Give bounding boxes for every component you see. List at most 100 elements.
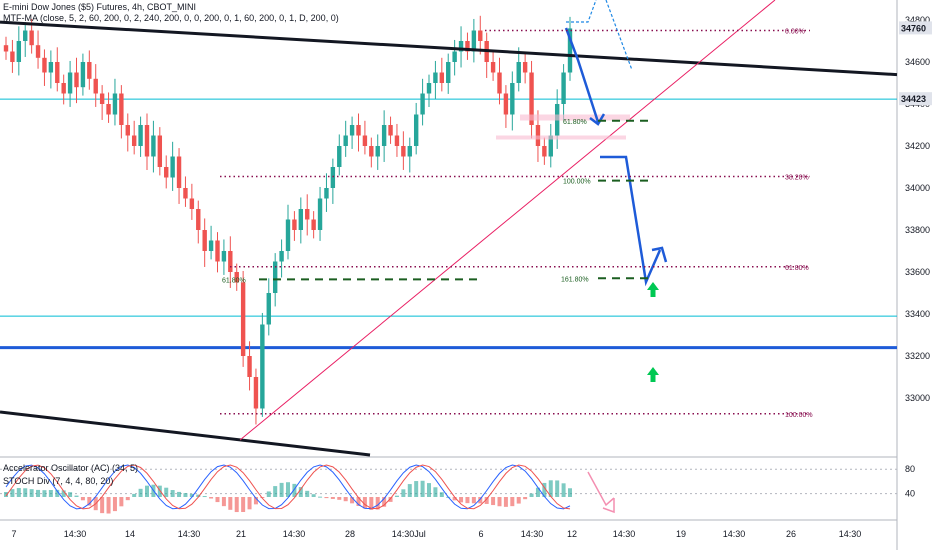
candle-body xyxy=(471,30,477,52)
x-tick-label: 14:30 xyxy=(723,529,746,539)
candle-body xyxy=(10,51,15,62)
candle-body xyxy=(356,125,361,136)
x-tick-label: 6 xyxy=(478,529,483,539)
ac-bar xyxy=(343,497,348,502)
ac-bar xyxy=(10,489,15,497)
candle-body xyxy=(93,78,98,94)
ac-bar xyxy=(183,493,188,497)
x-tick-label: 7 xyxy=(11,529,16,539)
grid xyxy=(0,0,898,550)
ac-bar xyxy=(196,494,201,497)
ac-bar xyxy=(471,497,476,504)
ac-bar xyxy=(350,497,355,504)
candle-body xyxy=(548,135,553,157)
candle-body xyxy=(388,125,393,136)
x-tick-label: 14:30 xyxy=(64,529,87,539)
time-axis[interactable]: 7 14:30 14 14:30 21 14:30 28 14:30 Jul 6 14:30 12 14… xyxy=(11,529,861,539)
candle-body xyxy=(157,135,163,167)
osc-level-label: 40 xyxy=(905,489,915,499)
stoch-d-line xyxy=(5,464,571,510)
candle-body xyxy=(35,45,41,58)
candle-body xyxy=(144,125,150,157)
x-tick-label: 14:30 xyxy=(839,529,862,539)
x-tick-label: 26 xyxy=(786,529,796,539)
ac-bar xyxy=(330,497,335,499)
ac-bar xyxy=(23,488,28,497)
candle-body xyxy=(401,146,406,157)
projection-arrow xyxy=(564,27,600,123)
pink-zone xyxy=(520,114,630,121)
candle-body xyxy=(61,83,66,94)
candle-body xyxy=(439,72,445,83)
candle-body xyxy=(164,167,169,178)
ac-bar xyxy=(375,497,380,510)
ac-bar xyxy=(382,497,387,507)
ac-bar xyxy=(125,497,130,501)
ac-bar xyxy=(439,492,444,497)
fib-label: 61.80% xyxy=(785,265,809,272)
ac-bar xyxy=(433,487,438,497)
candle-body xyxy=(16,41,22,62)
ac-bar xyxy=(4,492,8,497)
ac-bar xyxy=(298,487,303,497)
ac-bar xyxy=(369,497,374,510)
ac-bar xyxy=(100,497,105,514)
ac-label: Accelerator Oscillator (AC) (34, 5) xyxy=(3,463,139,473)
ac-bar xyxy=(362,497,367,509)
ac-bar xyxy=(177,491,182,497)
ac-bar xyxy=(516,497,521,504)
last-price-label: 34760 xyxy=(901,23,926,33)
candle-body xyxy=(138,125,143,146)
y-tick-label: 34200 xyxy=(905,141,930,151)
candle-body xyxy=(215,240,220,262)
ac-bar xyxy=(491,497,496,506)
drawings xyxy=(0,0,898,457)
ac-bar xyxy=(228,497,233,510)
ac-bar xyxy=(465,497,470,504)
dotted-projection xyxy=(605,0,633,71)
ac-bar xyxy=(209,497,214,499)
resistance-trendline xyxy=(0,20,898,77)
candle-body xyxy=(260,324,265,409)
x-tick-label: 14:30 xyxy=(392,529,415,539)
candle-body xyxy=(420,93,425,115)
price-axis[interactable]: 3300033200334003360033800340003420034400… xyxy=(899,15,932,499)
candle-body xyxy=(324,188,329,199)
ac-bar xyxy=(164,487,169,497)
candle-body xyxy=(119,93,124,125)
ac-bar xyxy=(286,482,290,497)
ac-bar xyxy=(74,495,79,497)
y-tick-label: 33200 xyxy=(905,351,930,361)
fib-label: 0.00% xyxy=(785,29,805,36)
ac-bar xyxy=(247,497,252,510)
candle-body xyxy=(337,146,342,167)
candle-body xyxy=(305,209,310,220)
up-arrow-marker xyxy=(647,367,659,382)
x-tick-label: 19 xyxy=(676,529,686,539)
ac-bar xyxy=(106,497,111,514)
candles xyxy=(3,15,573,425)
candle-body xyxy=(183,188,188,199)
stoch-k-line xyxy=(5,464,571,510)
candle-body xyxy=(503,93,509,115)
stoch-label: STOCH Div (7, 4, 4, 80, 20) xyxy=(3,476,114,486)
candle-body xyxy=(170,156,175,178)
ac-bar xyxy=(356,497,361,506)
ac-bar xyxy=(414,481,419,497)
fib-label: 100.00% xyxy=(785,412,813,419)
fib-dashed-label: 61.80% xyxy=(222,277,246,284)
candle-body xyxy=(228,251,233,272)
candle-body xyxy=(266,293,271,325)
ac-bar xyxy=(311,494,316,497)
fib-dashed-label: 161.80% xyxy=(561,276,589,283)
ac-bar xyxy=(324,497,329,499)
symbol-title: E-mini Dow Jones ($5) Futures, 4h, CBOT_… xyxy=(3,2,197,12)
x-tick-label: 14:30 xyxy=(613,529,636,539)
candle-body xyxy=(394,135,400,146)
ac-bar xyxy=(459,497,464,503)
candle-body xyxy=(202,230,207,251)
ac-bar xyxy=(266,491,271,497)
candle-body xyxy=(446,62,451,83)
x-tick-label: 28 xyxy=(345,529,355,539)
